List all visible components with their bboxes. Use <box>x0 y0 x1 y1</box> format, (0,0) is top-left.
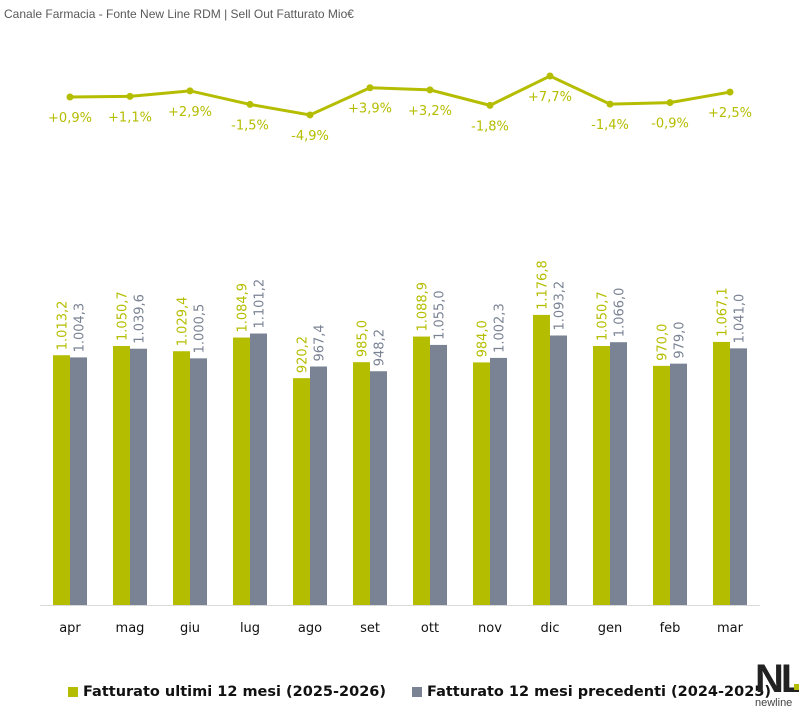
bar-previous <box>610 342 627 605</box>
data-label: 1.050,7 <box>116 291 131 341</box>
data-label: 1.002,3 <box>493 303 508 353</box>
bar-current <box>593 345 610 605</box>
growth-label: +3,2% <box>408 104 452 119</box>
growth-label: -1,4% <box>591 118 629 133</box>
data-label: 967,4 <box>313 324 328 361</box>
svg-text:NL: NL <box>755 657 799 701</box>
data-label: 1.084,9 <box>236 283 251 333</box>
legend-item-current: Fatturato ultimi 12 mesi (2025-2026) <box>68 684 386 700</box>
growth-point <box>546 72 554 80</box>
bar-previous <box>370 371 387 605</box>
x-tick-label: ott <box>421 621 439 636</box>
growth-label: +2,5% <box>708 106 752 121</box>
data-label: 979,0 <box>673 321 688 358</box>
bar-current <box>353 362 370 605</box>
growth-label: +1,1% <box>108 110 152 125</box>
bar-current <box>53 355 70 605</box>
bar-current <box>233 337 250 605</box>
growth-point <box>726 88 734 96</box>
growth-point <box>66 93 74 101</box>
growth-line <box>69 74 731 117</box>
svg-text:newline: newline <box>755 697 792 709</box>
bar-previous <box>310 366 327 605</box>
data-label: 1.000,5 <box>193 304 208 354</box>
bar-previous <box>670 363 687 605</box>
growth-label: +2,9% <box>168 105 212 120</box>
growth-point <box>246 100 254 108</box>
bar-previous <box>730 348 747 605</box>
bar-current <box>113 345 130 605</box>
x-tick-label: feb <box>660 621 681 636</box>
data-label: 920,2 <box>296 336 311 373</box>
growth-label: +0,9% <box>48 111 92 126</box>
growth-point <box>126 92 134 100</box>
data-label: 1.067,1 <box>716 287 731 337</box>
bar-previous <box>130 348 147 605</box>
growth-point <box>666 99 674 107</box>
growth-label: -4,9% <box>291 129 329 144</box>
data-label: 1.093,2 <box>553 281 568 331</box>
data-label: 1.041,0 <box>733 294 748 344</box>
growth-point <box>366 84 374 92</box>
chart-title: Canale Farmacia - Fonte New Line RDM | S… <box>4 7 354 21</box>
data-label: 1.013,2 <box>56 301 71 351</box>
bar-previous <box>430 344 447 605</box>
x-tick-label: apr <box>59 621 81 636</box>
growth-point <box>606 100 614 108</box>
data-label: 1.088,9 <box>416 282 431 332</box>
x-tick-label: set <box>360 621 380 636</box>
data-label: 970,0 <box>656 324 671 361</box>
x-tick-label: mag <box>116 621 145 636</box>
x-tick-label: gen <box>598 621 623 636</box>
bar-previous <box>490 357 507 605</box>
x-tick-label: giu <box>180 621 200 636</box>
x-tick-label: lug <box>240 621 260 636</box>
growth-label: -1,8% <box>471 119 509 134</box>
growth-label: +7,7% <box>528 90 572 105</box>
legend-label: Fatturato ultimi 12 mesi (2025-2026) <box>83 684 387 700</box>
x-tick-label: dic <box>540 621 559 636</box>
bar-current <box>293 378 310 605</box>
data-label: 1.004,3 <box>73 303 88 353</box>
x-tick-label: nov <box>478 621 502 636</box>
growth-point <box>426 86 434 94</box>
bar-previous <box>70 357 87 605</box>
legend: Fatturato ultimi 12 mesi (2025-2026) Fat… <box>68 684 771 700</box>
legend-swatch <box>68 687 78 697</box>
data-label: 1.176,8 <box>536 260 551 310</box>
legend-label: Fatturato 12 mesi precedenti (2024-2025) <box>427 684 772 700</box>
data-label: 1.050,7 <box>596 291 611 341</box>
legend-swatch <box>412 687 423 697</box>
data-label: 1.029,4 <box>176 297 191 347</box>
data-label: 1.066,0 <box>613 288 628 338</box>
growth-point <box>186 87 194 95</box>
data-label: 984,0 <box>476 320 491 357</box>
bar-previous <box>550 335 567 605</box>
growth-label: -1,5% <box>231 118 269 133</box>
data-label: 1.101,2 <box>253 279 268 329</box>
bar-current <box>473 362 490 605</box>
legend-item-previous: Fatturato 12 mesi precedenti (2024-2025) <box>412 684 771 700</box>
bar-previous <box>250 333 267 605</box>
x-tick-label: ago <box>298 621 322 636</box>
bar-current <box>533 314 550 605</box>
data-label: 1.055,0 <box>433 290 448 340</box>
bar-current <box>713 341 730 605</box>
newline-logo: NL newline <box>755 657 799 709</box>
bar-current <box>653 365 670 605</box>
growth-point <box>306 111 314 119</box>
x-tick-label: mar <box>717 621 744 636</box>
growth-label: +3,9% <box>348 102 392 117</box>
growth-point <box>486 101 494 109</box>
growth-label: -0,9% <box>651 117 689 132</box>
bar-previous <box>190 358 207 605</box>
data-label: 985,0 <box>356 320 371 357</box>
bar-current <box>173 351 190 605</box>
data-label: 948,2 <box>373 329 388 366</box>
data-label: 1.039,6 <box>133 294 148 344</box>
bar-current <box>413 336 430 605</box>
